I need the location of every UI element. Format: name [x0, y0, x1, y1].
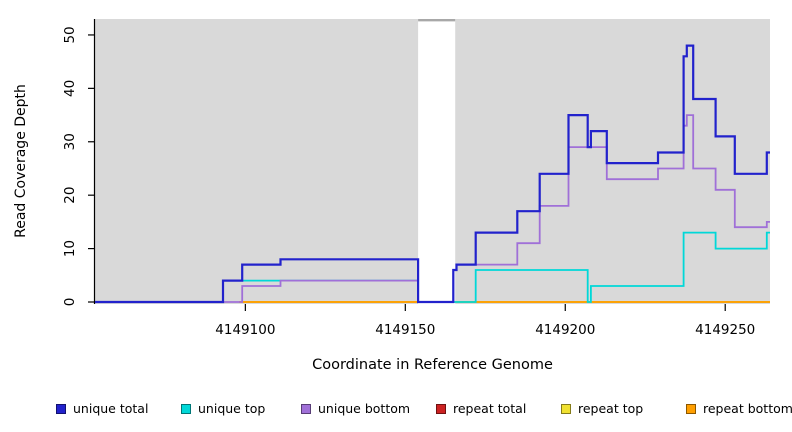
legend-item-repeat-bottom: repeat bottom — [686, 401, 792, 417]
y-axis-title: Read Coverage Depth — [13, 84, 29, 238]
legend-swatch-icon — [301, 404, 311, 414]
legend-swatch-icon — [56, 404, 66, 414]
legend-item-repeat-top: repeat top — [561, 401, 643, 417]
coverage-plot: 0 10 20 30 40 50 4149100 4149150 4149200 4149250 — [62, 19, 770, 338]
y-tick-label: 20 — [62, 187, 78, 204]
legend-item-unique-total: unique total — [56, 401, 148, 417]
legend-label: unique top — [198, 401, 266, 416]
legend-swatch-icon — [436, 404, 446, 414]
x-tick-label: 4149250 — [695, 322, 755, 338]
series-unique-total-line — [95, 44, 770, 304]
legend: unique total unique top unique bottom repea… — [0, 401, 792, 421]
legend-swatch-icon — [686, 404, 696, 414]
legend-label: unique bottom — [318, 401, 411, 416]
legend-item-unique-bottom: unique bottom — [301, 401, 410, 417]
legend-label: repeat top — [578, 401, 644, 416]
legend-label: unique total — [73, 401, 149, 416]
y-tick-label: 30 — [62, 133, 78, 150]
y-tick-label: 10 — [62, 240, 78, 257]
x-tick-label: 4149100 — [215, 322, 275, 338]
legend-item-unique-top: unique top — [181, 401, 265, 417]
y-tick-label: 0 — [62, 298, 78, 307]
legend-item-repeat-total: repeat total — [436, 401, 526, 417]
y-tick-label: 50 — [62, 26, 78, 43]
legend-label: repeat total — [453, 401, 527, 416]
x-axis-title: Coordinate in Reference Genome — [312, 357, 553, 373]
x-tick-label: 4149200 — [535, 322, 595, 338]
legend-label: repeat bottom — [703, 401, 792, 416]
legend-swatch-icon — [561, 404, 571, 414]
legend-swatch-icon — [181, 404, 191, 414]
gap-band — [418, 19, 456, 304]
x-tick-label: 4149150 — [375, 322, 435, 338]
y-tick-label: 40 — [62, 80, 78, 97]
